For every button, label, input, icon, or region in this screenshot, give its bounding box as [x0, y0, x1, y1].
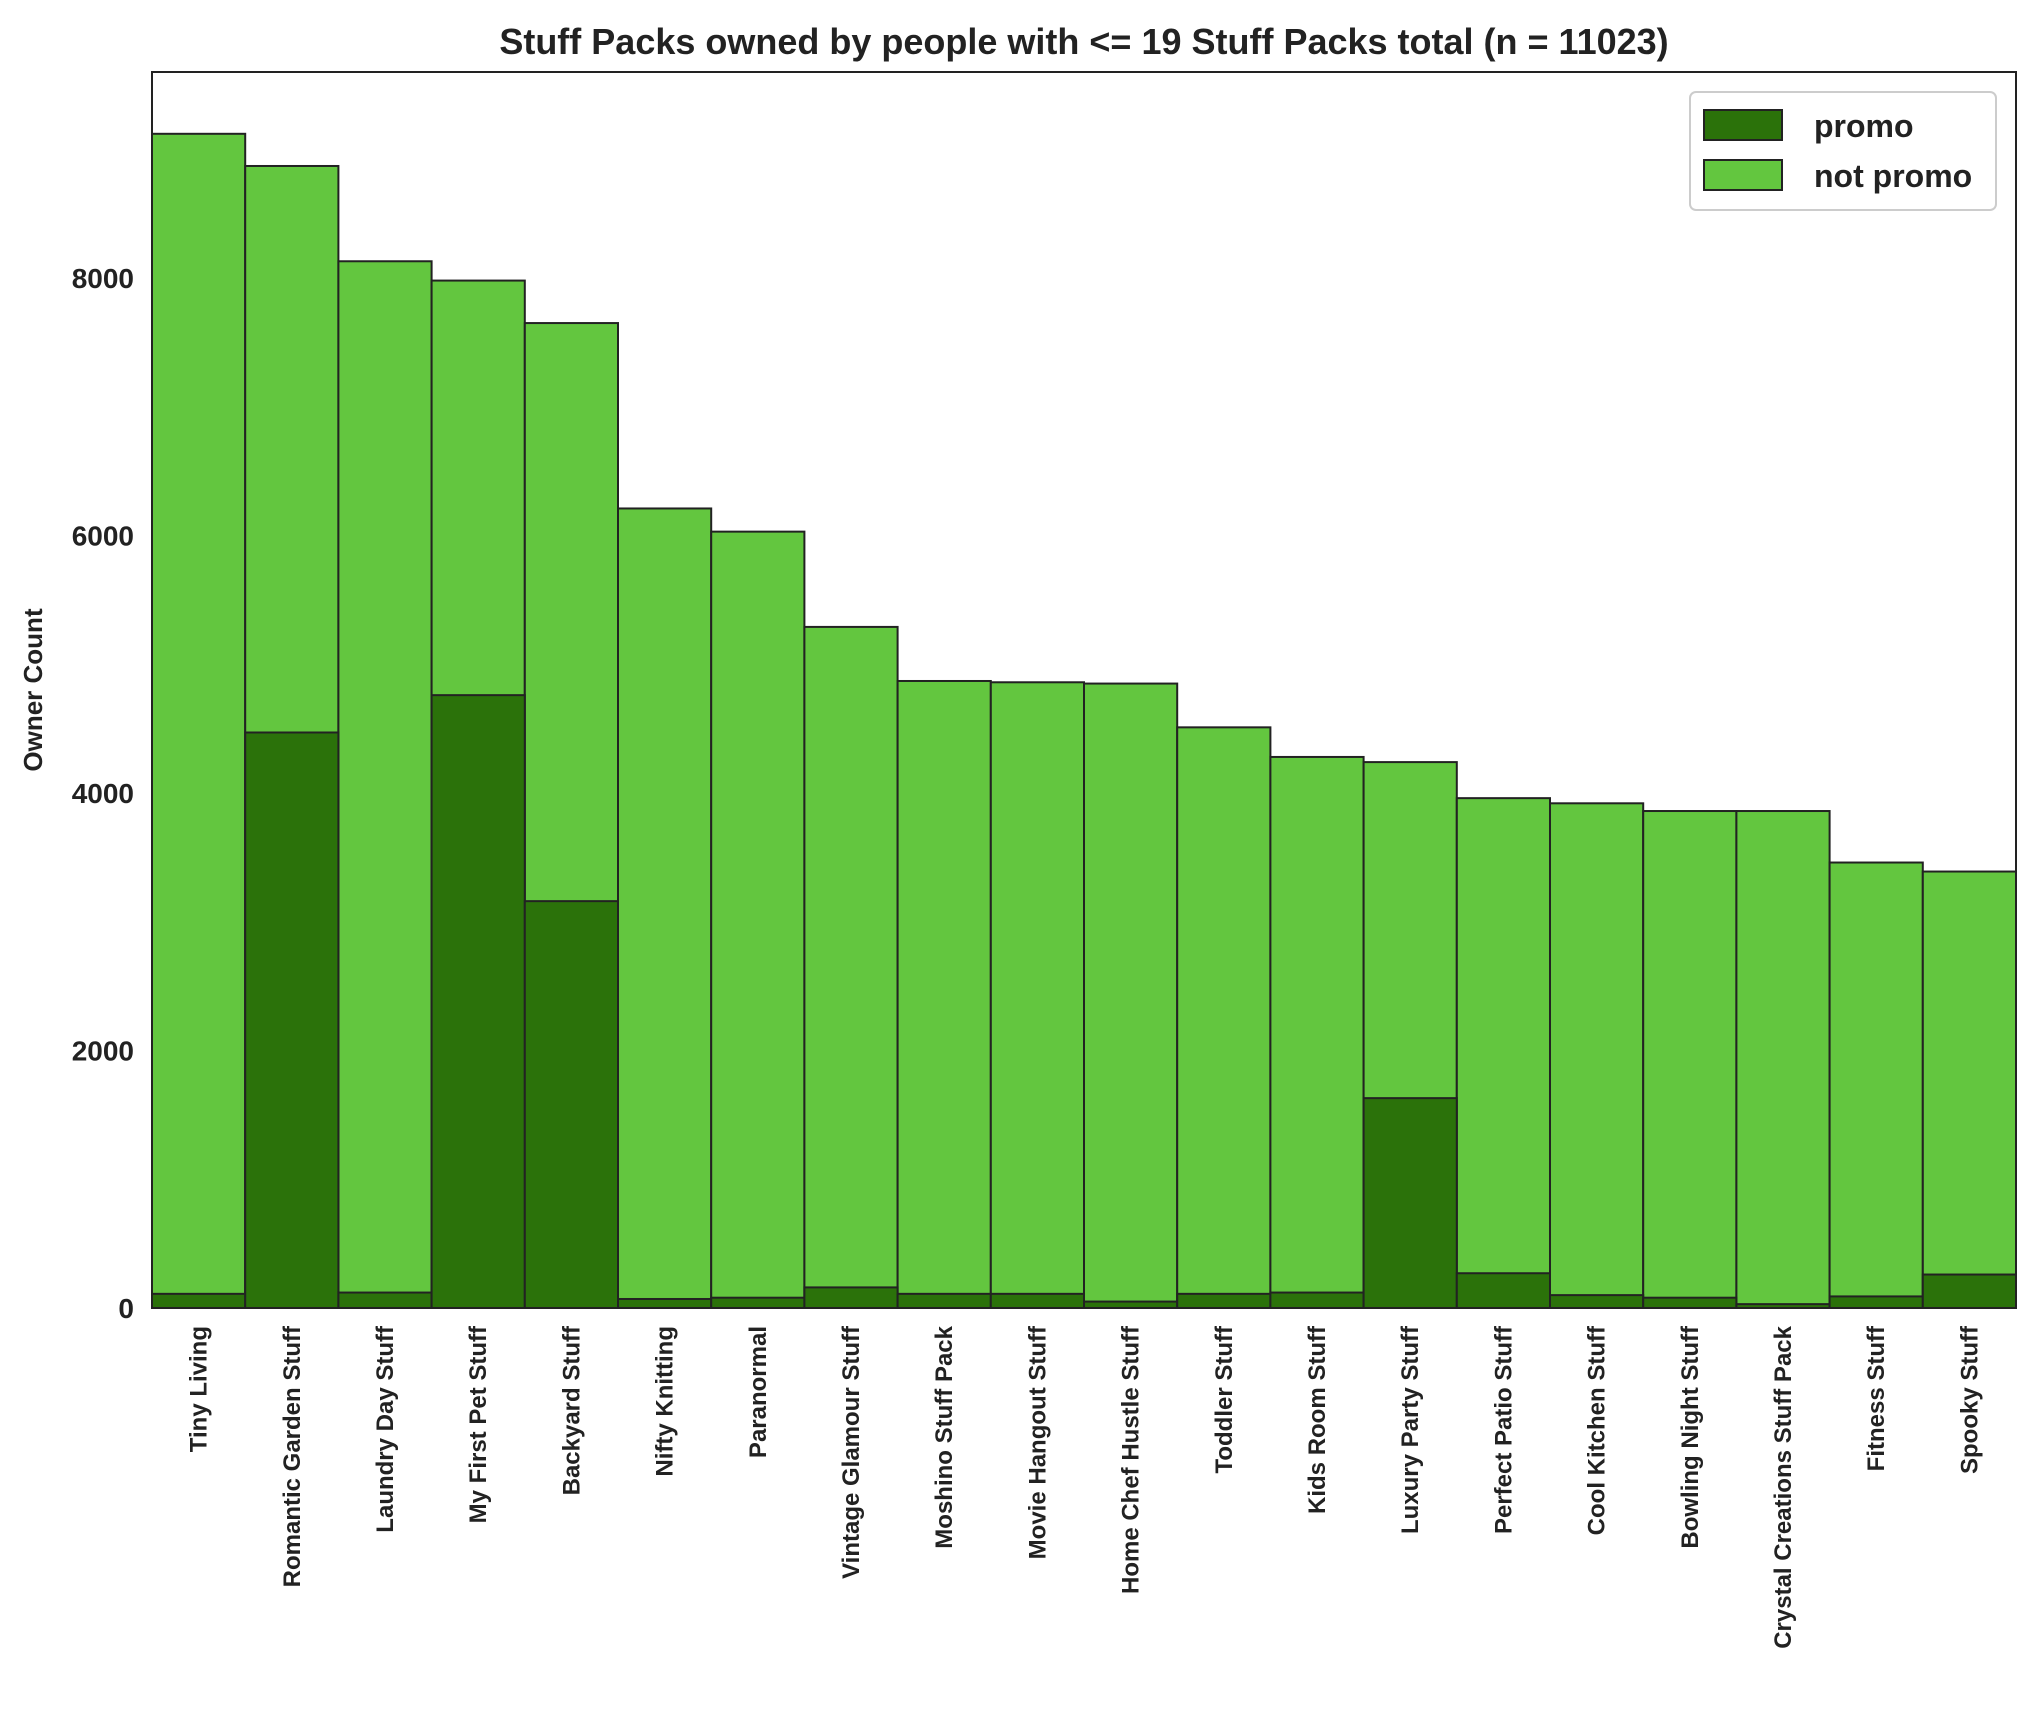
bar-not-promo-18 — [1828, 861, 1924, 1310]
x-tick-label-1: Romantic Garden Stuff — [279, 1325, 306, 1587]
x-tick-label-8: Moshino Stuff Pack — [931, 1325, 958, 1548]
bar-promo-18 — [1828, 1295, 1924, 1309]
x-tick-label-4: Backyard Stuff — [558, 1325, 585, 1495]
bar-promo-16 — [1642, 1296, 1738, 1309]
x-tick-label-16: Bowling Night Stuff — [1677, 1325, 1704, 1549]
bar-promo-7 — [803, 1286, 899, 1310]
legend: promo not promo — [1689, 91, 1997, 211]
bar-promo-4 — [523, 900, 619, 1310]
x-tick-label-19: Spooky Stuff — [1956, 1325, 1983, 1474]
x-tick-label-7: Vintage Glamour Stuff — [838, 1325, 865, 1579]
bar-promo-5 — [617, 1297, 713, 1310]
x-tick-label-10: Home Chef Hustle Stuff — [1118, 1325, 1145, 1594]
x-tick-label-6: Paranormal — [745, 1326, 772, 1458]
bar-not-promo-10 — [1083, 682, 1179, 1309]
bar-not-promo-7 — [803, 625, 899, 1309]
chart-title: Stuff Packs owned by people with <= 19 S… — [499, 21, 1668, 62]
x-tick-label-0: Tiny Living — [186, 1326, 213, 1452]
bar-not-promo-15 — [1549, 802, 1645, 1309]
x-tick-label-13: Luxury Party Stuff — [1397, 1325, 1424, 1534]
x-tick-label-14: Perfect Patio Stuff — [1490, 1325, 1517, 1534]
bar-not-promo-17 — [1735, 810, 1831, 1310]
legend-label-not-promo: not promo — [1814, 158, 1972, 194]
x-tick-label-5: Nifty Knitting — [652, 1326, 679, 1477]
legend-swatch-promo — [1703, 109, 1783, 141]
x-ticks-layer: Tiny Living Romantic Garden Stuff Laundry … — [186, 1325, 1984, 1649]
y-tick-label-1: 2000 — [72, 1036, 134, 1067]
bar-not-promo-19 — [1921, 870, 2018, 1309]
y-tick-label-4: 8000 — [72, 263, 134, 294]
plot-frame — [151, 71, 2017, 1309]
legend-swatch-not-promo — [1703, 159, 1783, 191]
bars-layer — [151, 132, 2018, 1310]
bar-not-promo-9 — [989, 681, 1085, 1309]
bar-promo-19 — [1921, 1273, 2018, 1310]
bar-not-promo-12 — [1269, 755, 1365, 1309]
bar-not-promo-5 — [617, 507, 713, 1309]
x-tick-label-12: Kids Room Stuff — [1304, 1325, 1331, 1514]
bar-promo-2 — [337, 1291, 433, 1310]
x-tick-label-11: Toddler Stuff — [1211, 1325, 1238, 1474]
bar-not-promo-16 — [1642, 810, 1738, 1310]
x-tick-label-17: Crystal Creations Stuff Pack — [1770, 1325, 1797, 1648]
bar-promo-14 — [1455, 1272, 1552, 1310]
bar-promo-0 — [151, 1292, 247, 1310]
y-tick-label-2: 4000 — [72, 778, 134, 809]
bar-promo-15 — [1549, 1294, 1645, 1309]
y-tick-label-3: 6000 — [72, 521, 134, 552]
bar-not-promo-11 — [1176, 726, 1272, 1309]
legend-label-promo: promo — [1814, 108, 1914, 144]
bar-not-promo-14 — [1455, 797, 1552, 1310]
bar-promo-11 — [1176, 1292, 1272, 1310]
x-tick-label-15: Cool Kitchen Stuff — [1584, 1325, 1611, 1535]
bar-promo-9 — [989, 1292, 1085, 1310]
x-tick-label-18: Fitness Stuff — [1863, 1325, 1890, 1471]
x-tick-label-2: Laundry Day Stuff — [372, 1325, 399, 1533]
bar-promo-1 — [244, 731, 340, 1309]
bar-not-promo-0 — [151, 132, 247, 1309]
bar-not-promo-8 — [896, 679, 992, 1309]
bar-promo-12 — [1269, 1291, 1365, 1310]
bar-promo-13 — [1362, 1097, 1458, 1309]
bar-promo-3 — [430, 694, 526, 1309]
y-tick-label-0: 0 — [118, 1293, 134, 1324]
y-axis-label: Owner Count — [18, 608, 48, 772]
bar-promo-6 — [710, 1296, 806, 1309]
x-tick-label-3: My First Pet Stuff — [465, 1325, 492, 1523]
bar-promo-8 — [896, 1292, 992, 1310]
bar-not-promo-6 — [710, 530, 806, 1309]
bar-not-promo-2 — [337, 260, 433, 1310]
y-ticks-layer: 0 2000 4000 6000 8000 — [72, 263, 134, 1324]
x-tick-label-9: Movie Hangout Stuff — [1024, 1325, 1051, 1559]
